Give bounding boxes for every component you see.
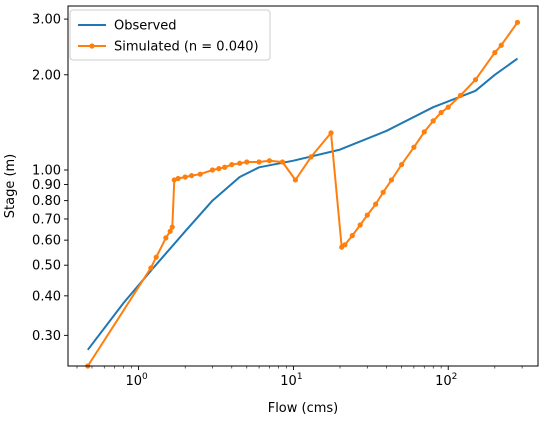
simulated-data-point (472, 77, 479, 83)
series-line-observed (87, 57, 519, 351)
y-tick-label: 1.00 (32, 163, 61, 178)
simulated-data-point (237, 160, 243, 166)
x-tick-label: 101 (280, 372, 302, 389)
simulated-data-point (457, 92, 464, 99)
simulated-data-point (411, 144, 417, 150)
y-tick-label: 0.60 (32, 234, 61, 249)
simulated-data-point (421, 129, 427, 135)
simulated-data-point (222, 164, 228, 170)
legend-entry-label: Simulated (n = 0.040) (114, 40, 259, 55)
simulated-data-point (514, 19, 521, 25)
simulated-data-point (380, 189, 386, 195)
simulated-data-point (357, 222, 363, 228)
y-tick-label: 0.90 (32, 178, 61, 193)
x-axis-label: Flow (cms) (268, 401, 339, 416)
y-axis-label: Stage (m) (3, 154, 18, 219)
simulated-data-point (342, 242, 348, 248)
simulated-data-point (498, 42, 504, 48)
x-axis-ticks: 100 101 102 (76, 366, 523, 389)
simulated-data-point (364, 212, 370, 218)
legend-entry-label: Observed (114, 19, 177, 34)
simulated-data-point (182, 174, 188, 180)
simulated-data-point (492, 50, 498, 56)
simulated-data-point (266, 158, 273, 164)
simulated-data-point (445, 104, 451, 110)
simulated-data-point (256, 159, 262, 165)
simulated-data-point (388, 177, 395, 183)
simulated-data-point (229, 161, 235, 168)
y-tick-label: 2.00 (32, 68, 61, 83)
simulated-data-point (216, 166, 222, 172)
simulated-data-point (328, 130, 334, 136)
y-tick-label: 3.00 (32, 13, 61, 28)
y-tick-label: 0.30 (32, 329, 61, 344)
simulated-data-point (430, 118, 436, 124)
y-tick-label: 0.70 (32, 212, 61, 227)
x-tick-label: 100 (125, 372, 148, 389)
simulated-data-point (399, 161, 405, 168)
simulated-data-point (244, 159, 250, 165)
simulated-data-point (292, 177, 298, 183)
legend: Observed Simulated (n = 0.040) (69, 9, 271, 61)
simulated-data-point (169, 224, 175, 230)
simulated-data-point (197, 171, 203, 177)
simulated-data-point (209, 167, 216, 173)
y-tick-label: 0.40 (32, 289, 61, 304)
simulated-data-point (153, 254, 159, 260)
simulated-data-point (349, 233, 355, 239)
y-tick-label: 0.80 (32, 194, 61, 209)
legend-swatch-marker (89, 43, 95, 49)
plot-markers (85, 19, 521, 369)
simulated-data-point (438, 109, 444, 116)
simulated-data-point (189, 172, 195, 179)
simulated-data-point (163, 235, 169, 241)
y-axis-ticks: 0.30 0.40 0.50 0.60 0.70 0.800.901.00 2.00 3.00 (32, 13, 68, 344)
simulated-data-point (167, 228, 173, 234)
simulated-data-point (175, 175, 181, 182)
simulated-data-point (308, 154, 314, 160)
simulated-data-point (148, 265, 154, 271)
legend-box (69, 9, 271, 61)
plot-area-frame (67, 5, 539, 367)
x-tick-label: 102 (435, 372, 457, 389)
simulated-data-point (373, 201, 379, 207)
y-tick-label: 0.50 (32, 259, 61, 274)
simulated-data-point (279, 159, 286, 165)
